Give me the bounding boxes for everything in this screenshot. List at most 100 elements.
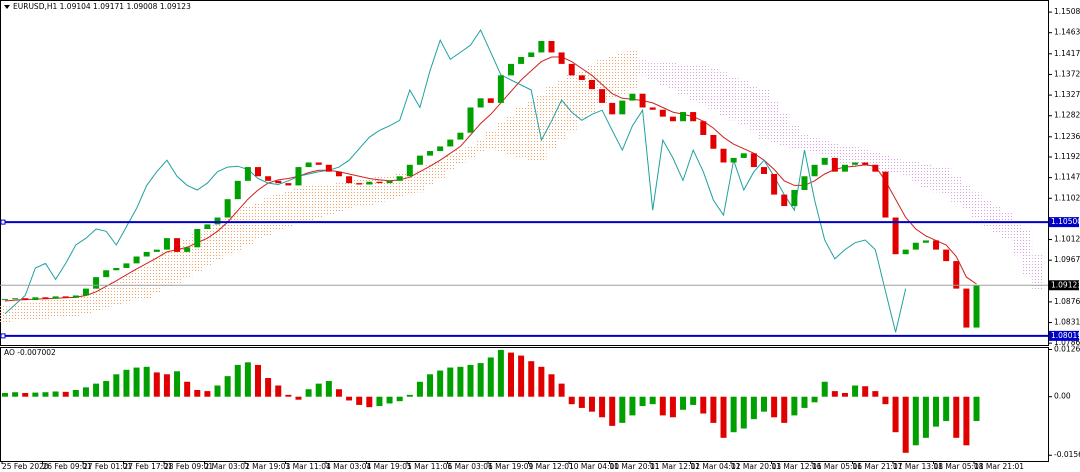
candle: [659, 109, 666, 117]
candle: [740, 153, 747, 158]
x-tick-label: 13 Mar 12:01: [772, 462, 822, 471]
y-tick-label: 1.11470: [1054, 173, 1080, 182]
ao-bar: [477, 363, 484, 397]
ao-bar: [528, 361, 535, 397]
candle: [639, 93, 646, 108]
candle: [275, 180, 282, 184]
axes: 1.15080 1.14630 1.14170 1.13720 1.13270 1.128…: [1, 7, 1080, 471]
candle: [265, 176, 272, 181]
cloud-band: [748, 84, 759, 133]
candle: [22, 298, 29, 301]
candle: [174, 238, 181, 252]
cloud-band: [789, 123, 800, 149]
x-tick-label: 17 Mar 13:01: [893, 462, 943, 471]
x-tick-label: 4 Mar 03:01: [326, 462, 372, 471]
ao-bar: [52, 391, 59, 397]
ao-bar: [386, 396, 393, 404]
cloud-band: [637, 60, 648, 76]
cloud-band: [232, 210, 243, 251]
ao-bar: [548, 374, 555, 397]
candle: [315, 162, 322, 165]
cloud-band: [121, 275, 132, 304]
candle: [93, 277, 100, 289]
x-tick-label: 26 Feb 09:01: [43, 462, 92, 471]
cloud-band: [414, 170, 425, 193]
candle: [113, 267, 120, 271]
cloud-band: [101, 284, 112, 310]
ao-bar: [376, 396, 383, 407]
candle: [882, 171, 889, 218]
candle: [62, 296, 69, 298]
ao-bar: [447, 367, 454, 397]
x-tick-label: 16 Mar 21:01: [853, 462, 903, 471]
candle: [204, 224, 211, 229]
candle: [285, 183, 292, 186]
cloud-band: [1011, 220, 1023, 256]
candle: [558, 52, 565, 64]
candle: [467, 107, 474, 133]
ao-bar: [568, 396, 575, 405]
cloud-band: [293, 188, 304, 223]
cloud-band: [435, 160, 446, 179]
line-handle: [0, 219, 6, 225]
cloud-band: [647, 61, 658, 80]
menu-arrow[interactable]: [4, 5, 10, 9]
ao-bar: [22, 392, 29, 397]
candle: [133, 256, 140, 264]
ao-panel: [0, 347, 1049, 462]
ao-bar: [335, 389, 342, 397]
ao-bar: [356, 396, 363, 405]
x-tick-label: 6 Mar 19:01: [488, 462, 534, 471]
cloud-band: [394, 173, 405, 197]
ao-bar: [538, 366, 545, 397]
cloud-band: [718, 72, 729, 116]
candle: [376, 181, 383, 184]
cloud-band: [677, 64, 689, 96]
cloud-band: [151, 257, 162, 294]
candle: [346, 176, 353, 184]
cloud-band: [516, 107, 527, 158]
cloud-band: [60, 298, 71, 318]
ao-bar: [669, 396, 676, 418]
ao-bar: [690, 396, 697, 405]
ao-bar: [103, 381, 110, 397]
ao-bar: [42, 392, 49, 397]
candle: [477, 98, 484, 108]
candle: [933, 240, 940, 250]
cloud-band: [374, 177, 385, 202]
candle: [518, 57, 525, 64]
ao-bar: [599, 396, 606, 418]
cloud-band: [809, 138, 820, 154]
ao-plot: [2, 349, 980, 453]
candle: [811, 164, 818, 177]
candle: [912, 242, 919, 250]
cloud-band: [991, 206, 1002, 235]
cloud-band: [769, 100, 780, 144]
candle: [143, 251, 150, 257]
ao-bar: [497, 349, 504, 397]
indicator-line: [4, 28, 907, 333]
y-tick-label: 1.11020: [1054, 193, 1080, 202]
ao-bar: [740, 396, 747, 429]
x-tick-label: 11 Mar 12:01: [650, 462, 700, 471]
ao-bar: [761, 396, 767, 412]
ao-bar: [12, 392, 19, 397]
cloud-band: [141, 265, 152, 299]
ao-bar: [143, 366, 150, 397]
ao-bar: [811, 396, 818, 403]
ao-bar: [184, 381, 191, 397]
candle: [497, 75, 504, 103]
ao-bar: [750, 396, 757, 420]
ao-bar: [123, 369, 130, 397]
cloud-band: [475, 140, 486, 152]
cloud-band: [465, 145, 476, 157]
candle: [892, 217, 899, 255]
ao-bar: [416, 381, 423, 397]
candle: [255, 167, 261, 177]
ao-bar: [467, 364, 474, 397]
ao-bar: [710, 396, 717, 423]
x-tick-label: 27 Feb 17:01: [124, 462, 173, 471]
candle: [862, 162, 869, 165]
candle: [852, 162, 859, 165]
cloud-band: [404, 172, 415, 196]
